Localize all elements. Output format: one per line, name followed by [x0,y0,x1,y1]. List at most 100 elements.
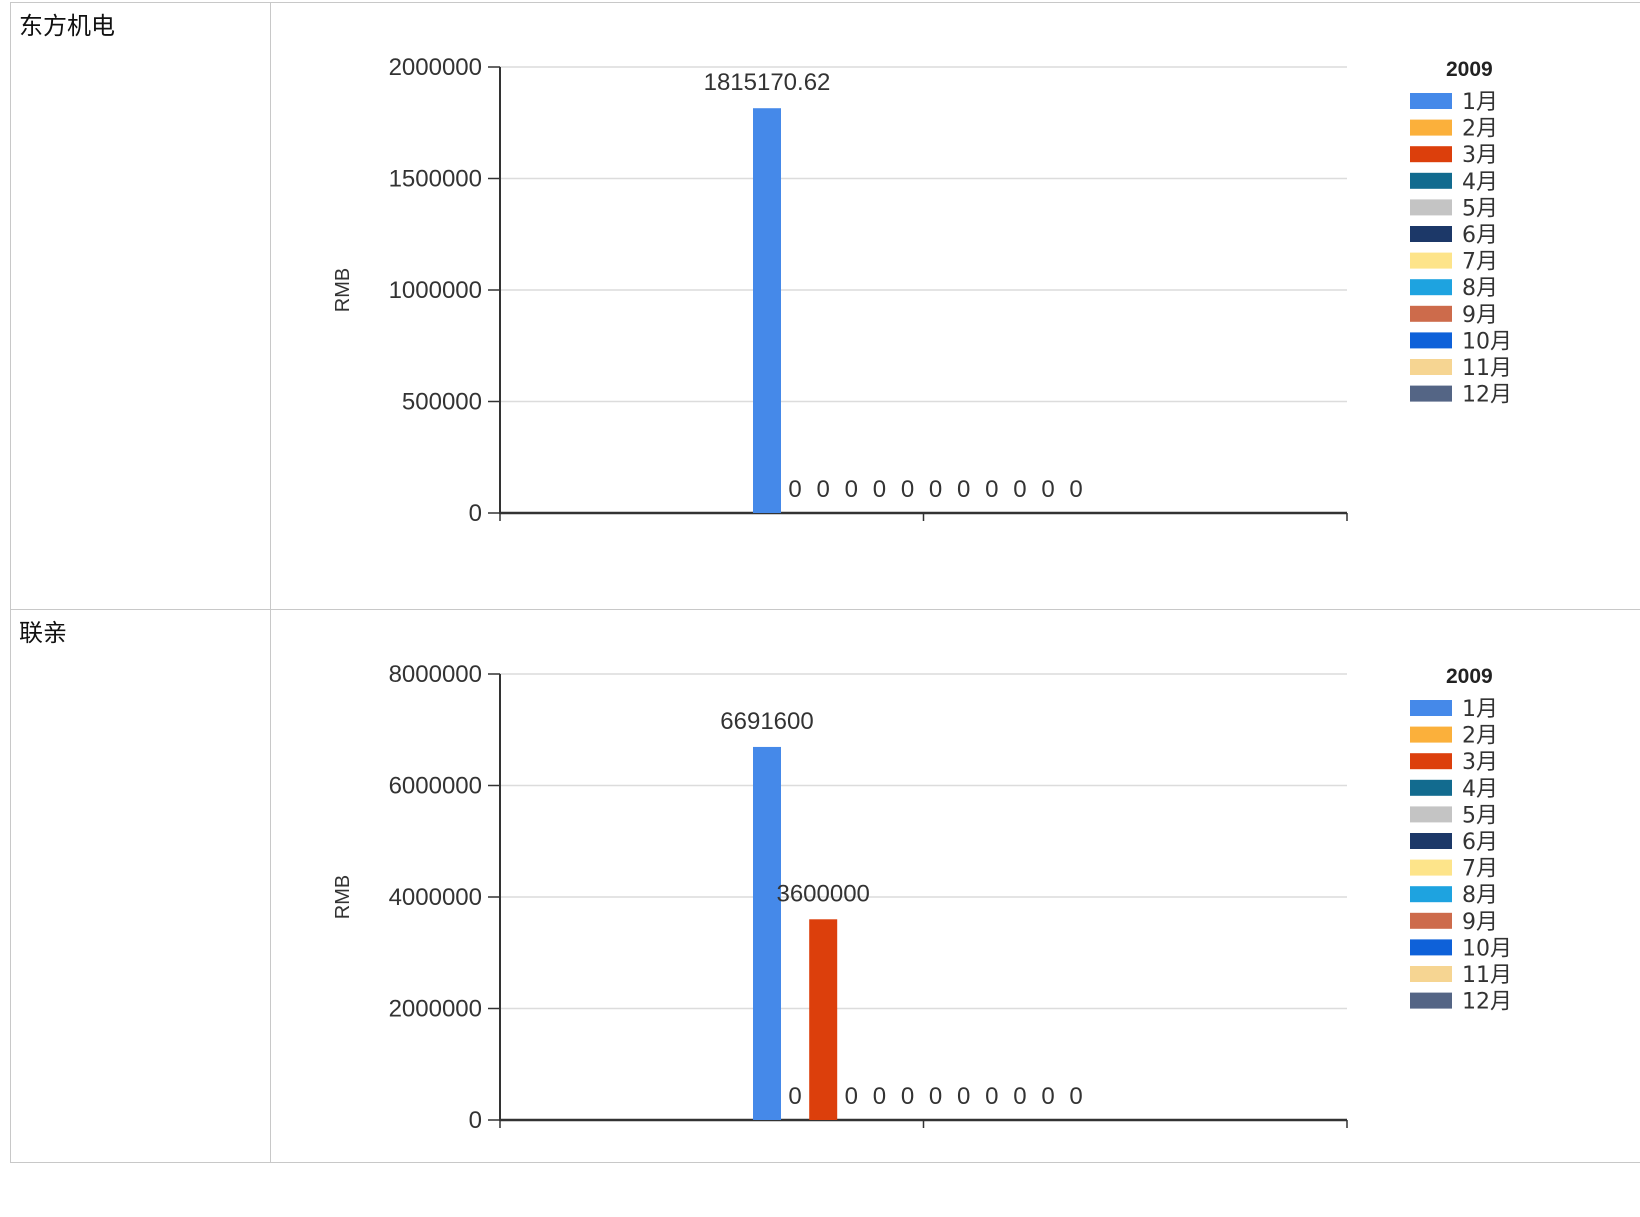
data-label: 0 [845,1083,858,1110]
data-label: 0 [929,476,942,503]
y-tick-label: 500000 [402,389,482,416]
company-name-cell: 东方机电 [11,3,271,610]
legend-label: 2月 [1462,724,1498,749]
bar-1月 [753,108,781,513]
legend-label: 7月 [1462,250,1498,275]
legend-label: 2月 [1462,117,1498,142]
legend-swatch-5月 [1410,199,1452,215]
legend-swatch-2月 [1410,120,1452,136]
legend-swatch-11月 [1410,359,1452,375]
legend-label: 4月 [1462,170,1498,195]
legend-swatch-8月 [1410,886,1452,902]
data-label: 0 [817,476,830,503]
legend-title: 2009 [1446,665,1493,688]
data-label: 0 [929,1083,942,1110]
legend-label: 5月 [1462,803,1498,828]
legend-swatch-6月 [1410,833,1452,849]
legend-swatch-8月 [1410,279,1452,295]
data-label: 0 [845,476,858,503]
company-name-cell: 联亲 [11,610,271,1163]
data-label: 0 [957,476,970,503]
legend-swatch-9月 [1410,306,1452,322]
legend-label: 6月 [1462,830,1498,855]
data-label: 0 [1041,1083,1054,1110]
legend-label: 1月 [1462,697,1498,722]
data-label: 0 [1069,1083,1082,1110]
y-tick-label: 2000000 [389,996,482,1023]
y-axis-title: RMB [332,268,354,312]
legend-label: 10月 [1462,329,1512,354]
legend-label: 10月 [1462,936,1512,961]
legend-swatch-10月 [1410,939,1452,955]
legend-label: 3月 [1462,750,1498,775]
bar-chart: 0 2000000 4000000 6000000 8000000 RMB 6691600 0… [271,610,1581,1217]
legend-label: 4月 [1462,777,1498,802]
legend-swatch-9月 [1410,913,1452,929]
data-label: 0 [788,1083,801,1110]
data-label: 0 [957,1083,970,1110]
legend-label: 6月 [1462,223,1498,248]
company-name: 东方机电 [11,3,270,41]
y-tick-label: 2000000 [389,54,482,81]
bar-3月 [809,919,837,1120]
legend-swatch-11月 [1410,966,1452,982]
legend-label: 12月 [1462,383,1512,408]
legend-label: 12月 [1462,990,1512,1015]
data-label: 0 [1069,476,1082,503]
legend-swatch-7月 [1410,253,1452,269]
legend-label: 8月 [1462,276,1498,301]
legend-swatch-12月 [1410,386,1452,402]
legend-label: 1月 [1462,90,1498,115]
table-row: 联亲 0 2000000 4000000 6000000 8000000 RMB 66916… [11,610,1640,1163]
bar-1月 [753,747,781,1120]
legend-label: 7月 [1462,857,1498,882]
legend-swatch-4月 [1410,173,1452,189]
legend-label: 11月 [1462,356,1512,381]
y-tick-label: 8000000 [389,661,482,688]
report-table: 东方机电 0 500000 1000000 1500000 2000000 RMB 1815… [10,2,1640,1163]
data-label: 0 [1013,1083,1026,1110]
legend-swatch-3月 [1410,753,1452,769]
data-label: 0 [1041,476,1054,503]
legend-label: 11月 [1462,963,1512,988]
legend-swatch-6月 [1410,226,1452,242]
legend-swatch-4月 [1410,780,1452,796]
legend-swatch-2月 [1410,727,1452,743]
table-row: 东方机电 0 500000 1000000 1500000 2000000 RMB 1815… [11,3,1640,610]
legend-swatch-1月 [1410,700,1452,716]
bar-chart: 0 500000 1000000 1500000 2000000 RMB 1815170.6… [271,3,1581,610]
y-tick-label: 1000000 [389,277,482,304]
legend-swatch-1月 [1410,93,1452,109]
y-tick-label: 0 [469,500,482,527]
data-label: 3600000 [776,880,869,907]
data-label: 0 [873,476,886,503]
legend-swatch-3月 [1410,146,1452,162]
legend-label: 9月 [1462,303,1498,328]
legend-label: 8月 [1462,883,1498,908]
data-label: 0 [985,476,998,503]
data-label: 0 [873,1083,886,1110]
y-axis-title: RMB [332,875,354,919]
legend-title: 2009 [1446,58,1493,81]
legend-label: 3月 [1462,143,1498,168]
chart-cell: 0 2000000 4000000 6000000 8000000 RMB 6691600 0… [271,610,1640,1163]
legend-swatch-5月 [1410,806,1452,822]
data-label: 0 [985,1083,998,1110]
legend-label: 9月 [1462,910,1498,935]
legend-label: 5月 [1462,196,1498,221]
data-label: 6691600 [720,708,813,735]
data-label: 0 [1013,476,1026,503]
y-tick-label: 1500000 [389,166,482,193]
legend-swatch-7月 [1410,860,1452,876]
chart-cell: 0 500000 1000000 1500000 2000000 RMB 1815170.6… [271,3,1640,610]
y-tick-label: 6000000 [389,773,482,800]
y-tick-label: 4000000 [389,884,482,911]
legend-swatch-10月 [1410,332,1452,348]
y-tick-label: 0 [469,1107,482,1134]
data-label: 0 [901,476,914,503]
company-name: 联亲 [11,610,270,648]
data-label: 0 [788,476,801,503]
legend-swatch-12月 [1410,993,1452,1009]
data-label: 1815170.62 [704,69,831,96]
data-label: 0 [901,1083,914,1110]
